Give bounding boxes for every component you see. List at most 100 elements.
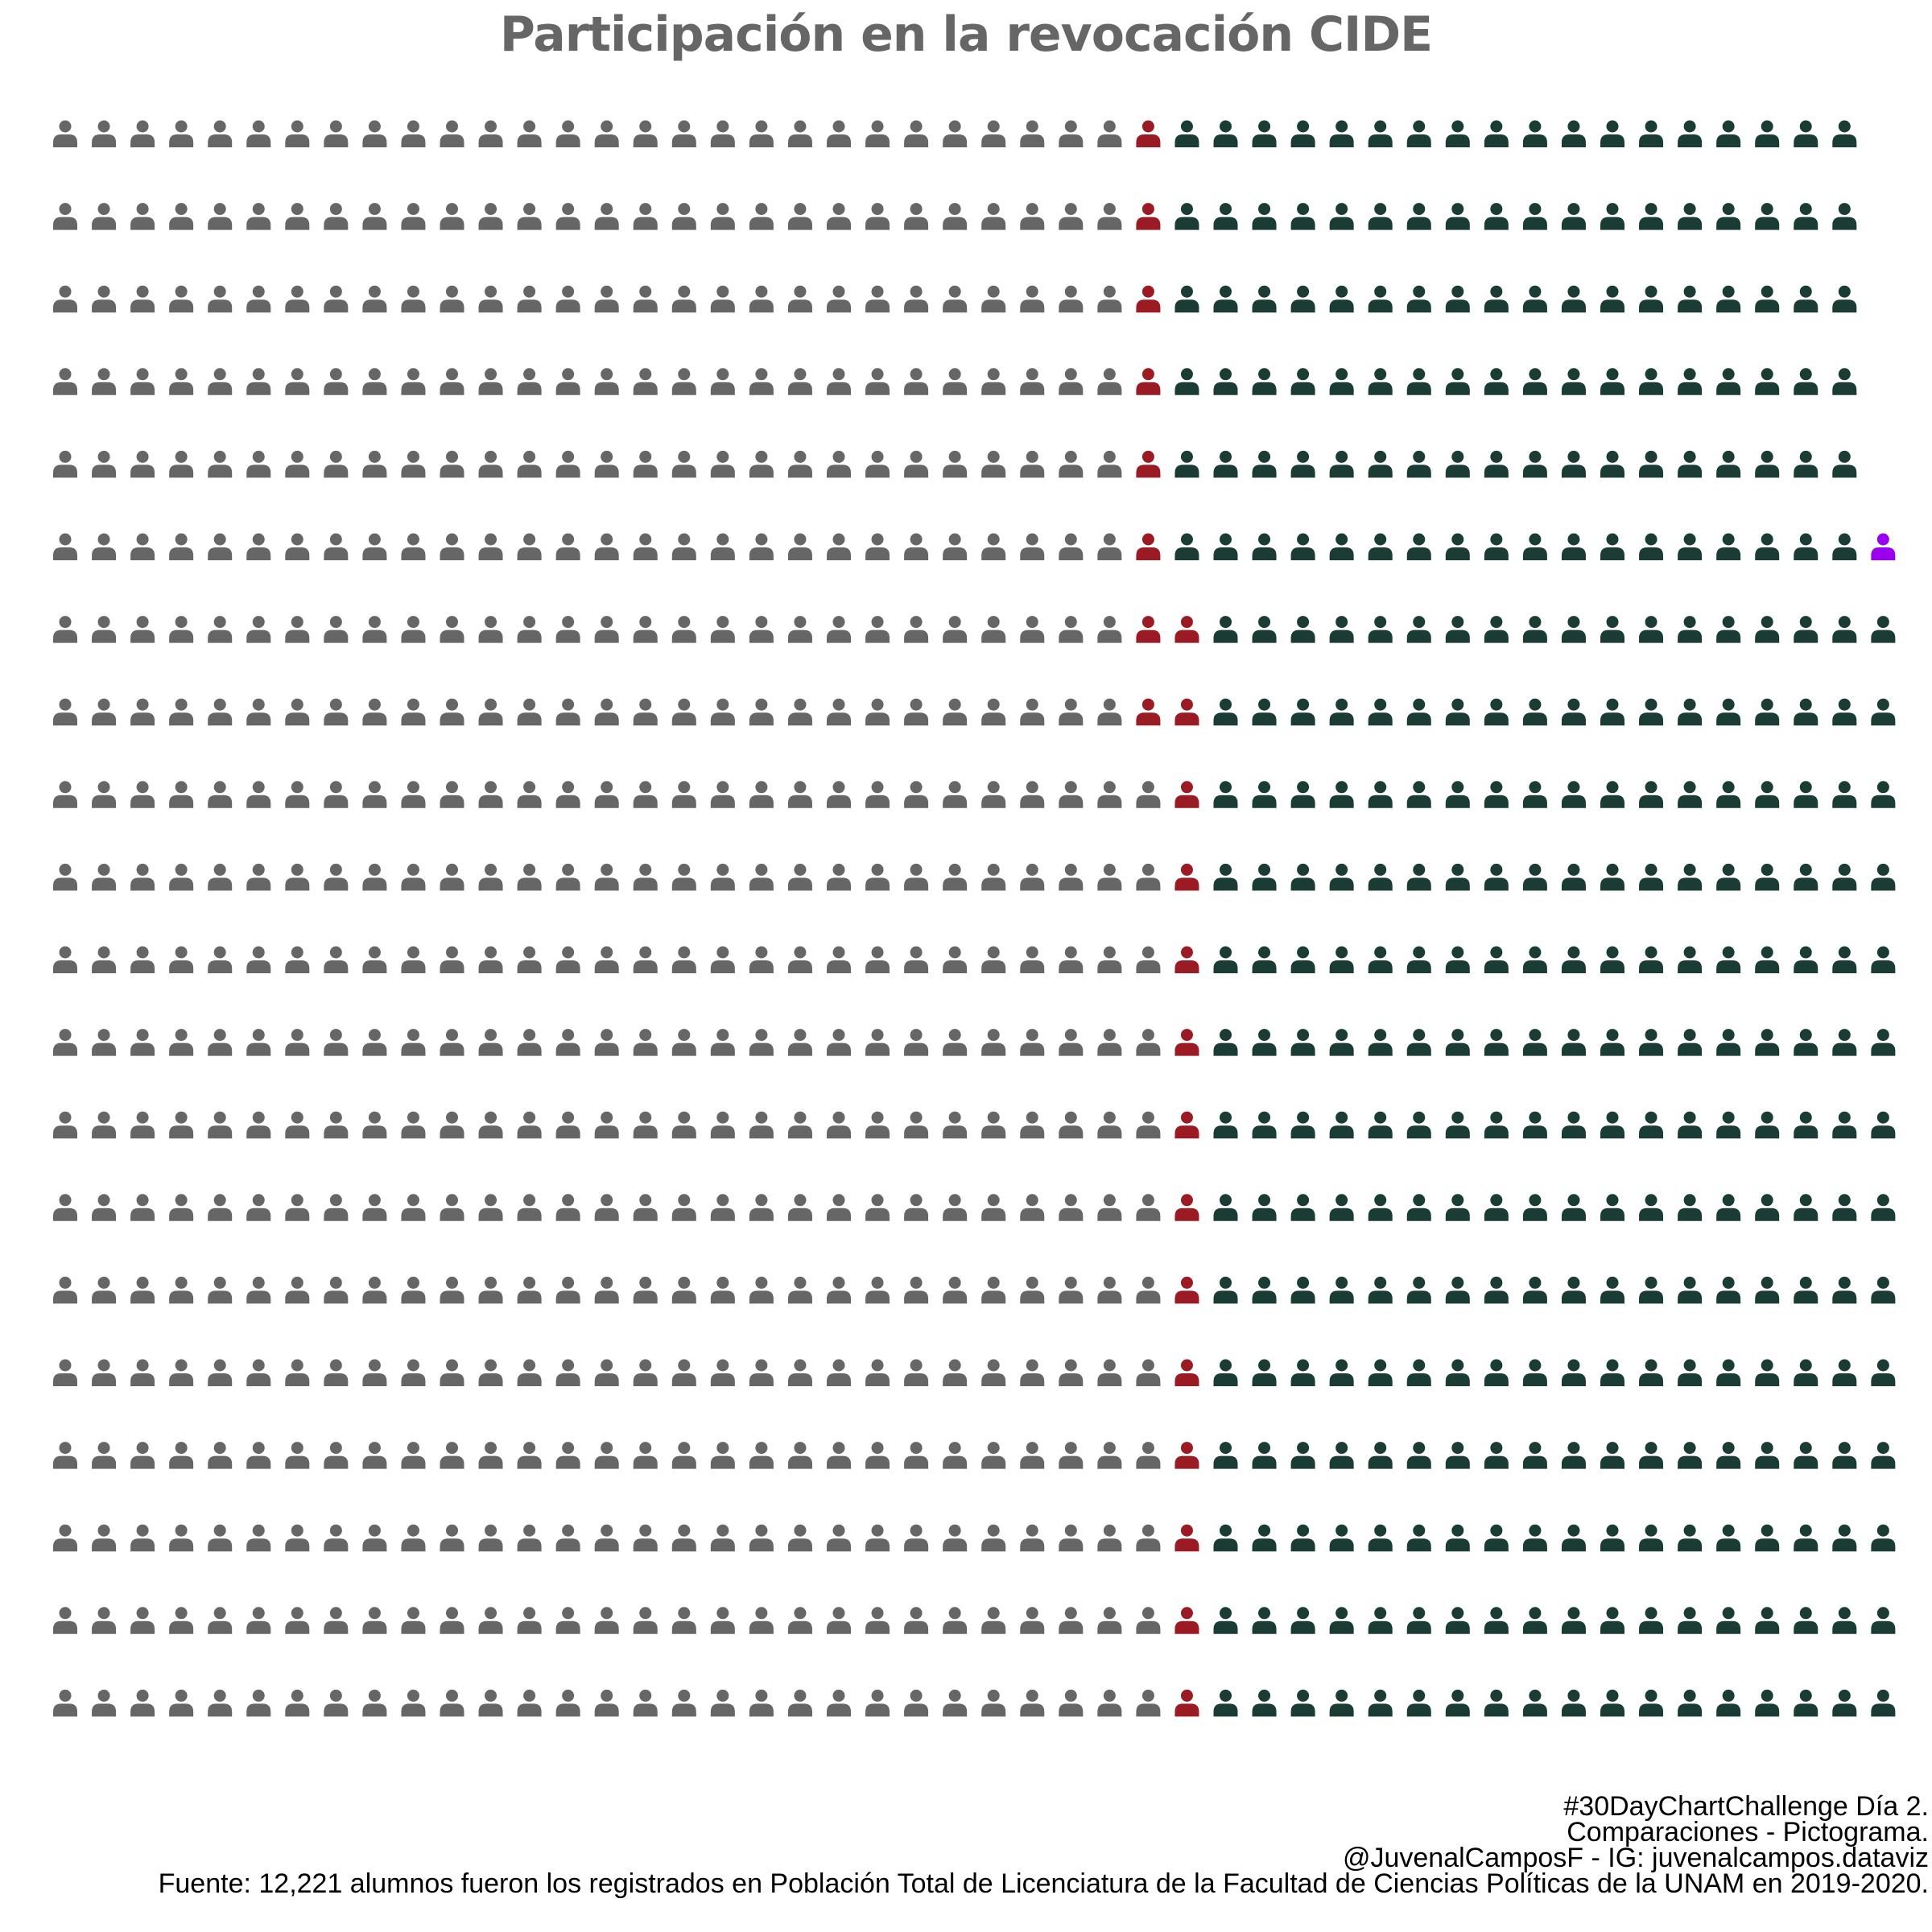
person-icon-no-participa <box>787 1029 812 1056</box>
person-icon-no-revocacion <box>1213 781 1238 808</box>
person-icon-no-revocacion <box>1213 698 1238 726</box>
person-icon-no-participa <box>169 533 194 560</box>
person-icon-no-revocacion <box>1600 863 1624 891</box>
person-icon-no-participa <box>440 1442 464 1469</box>
person-icon-no-participa <box>671 450 696 478</box>
person-icon-no-participa <box>92 1029 117 1056</box>
person-icon-no-participa <box>169 1194 194 1221</box>
person-icon-no-revocacion <box>1832 781 1857 808</box>
person-icon-no-revocacion <box>1755 1442 1780 1469</box>
person-icon-no-participa <box>710 120 735 147</box>
person-icon-no-revocacion <box>1561 1689 1586 1717</box>
person-icon-no-participa <box>981 1442 1006 1469</box>
person-icon-no-revocacion <box>1252 1359 1277 1386</box>
person-icon-no-participa <box>130 1689 155 1717</box>
person-icon-no-revocacion <box>1561 285 1586 313</box>
person-icon-no-participa <box>53 533 77 560</box>
person-icon-no-revocacion <box>1561 1359 1586 1386</box>
person-icon-no-participa <box>710 1442 735 1469</box>
person-icon-no-participa <box>478 863 503 891</box>
person-icon-no-participa <box>555 450 580 478</box>
person-icon-no-participa <box>787 203 812 230</box>
person-icon-no-revocacion <box>1755 1276 1780 1304</box>
person-icon-no-revocacion <box>1832 616 1857 643</box>
person-icon-no-revocacion <box>1755 946 1780 973</box>
person-icon-no-revocacion <box>1561 1111 1586 1139</box>
person-icon-no-participa <box>710 1111 735 1139</box>
person-icon-no-participa <box>53 450 77 478</box>
person-icon-no-revocacion <box>1755 120 1780 147</box>
person-icon-no-participa <box>130 1276 155 1304</box>
person-icon-si-revocacion <box>1136 368 1161 395</box>
person-icon-no-participa <box>1020 1689 1045 1717</box>
person-icon-no-revocacion <box>1252 1111 1277 1139</box>
person-icon-no-revocacion <box>1639 203 1664 230</box>
person-icon-no-participa <box>246 1689 271 1717</box>
person-icon-no-revocacion <box>1755 1607 1780 1634</box>
person-icon-no-participa <box>981 1359 1006 1386</box>
person-icon-no-participa <box>787 1524 812 1552</box>
person-icon-no-revocacion <box>1600 946 1624 973</box>
person-icon-no-participa <box>478 698 503 726</box>
person-icon-no-revocacion <box>1445 1524 1470 1552</box>
person-icon-no-participa <box>1136 1524 1161 1552</box>
person-icon-no-revocacion <box>1871 1029 1896 1056</box>
person-icon-no-revocacion <box>1368 1442 1393 1469</box>
person-icon-no-revocacion <box>1639 1689 1664 1717</box>
person-icon-no-revocacion <box>1290 368 1315 395</box>
person-icon-no-participa <box>943 781 968 808</box>
person-icon-no-revocacion <box>1561 1276 1586 1304</box>
person-icon-no-participa <box>594 1359 619 1386</box>
person-icon-no-revocacion <box>1561 203 1586 230</box>
person-icon-no-participa <box>246 698 271 726</box>
person-icon-no-participa <box>555 1276 580 1304</box>
person-icon-no-participa <box>594 285 619 313</box>
person-icon-no-revocacion <box>1522 285 1547 313</box>
person-icon-no-participa <box>710 1607 735 1634</box>
person-icon-no-participa <box>749 1607 774 1634</box>
person-icon-no-participa <box>633 616 658 643</box>
person-icon-no-participa <box>865 781 890 808</box>
person-icon-no-participa <box>710 1524 735 1552</box>
person-icon-no-participa <box>208 450 233 478</box>
person-icon-no-participa <box>904 1111 929 1139</box>
person-icon-no-revocacion <box>1716 698 1741 726</box>
person-icon-no-participa <box>1059 1194 1084 1221</box>
person-icon-no-participa <box>478 1359 503 1386</box>
person-icon-no-participa <box>53 1524 77 1552</box>
person-icon-no-participa <box>594 863 619 891</box>
person-icon-no-participa <box>594 781 619 808</box>
person-icon-no-revocacion <box>1368 203 1393 230</box>
person-icon-no-participa <box>787 616 812 643</box>
person-icon-no-participa <box>943 1029 968 1056</box>
person-icon-no-revocacion <box>1561 698 1586 726</box>
person-icon-no-participa <box>92 946 117 973</box>
person-icon-no-revocacion <box>1639 1029 1664 1056</box>
person-icon-no-revocacion <box>1561 368 1586 395</box>
person-icon-no-participa <box>787 1194 812 1221</box>
person-icon-no-revocacion <box>1716 1607 1741 1634</box>
person-icon-no-revocacion <box>1484 1442 1509 1469</box>
person-icon-no-revocacion <box>1484 1607 1509 1634</box>
person-icon-no-revocacion <box>1290 781 1315 808</box>
person-icon-no-participa <box>401 285 426 313</box>
person-icon-no-participa <box>1059 203 1084 230</box>
person-icon-no-participa <box>53 1029 77 1056</box>
person-icon-no-participa <box>943 1359 968 1386</box>
person-icon-no-participa <box>827 616 851 643</box>
person-icon-no-participa <box>517 1029 542 1056</box>
person-icon-no-revocacion <box>1600 781 1624 808</box>
person-icon-no-revocacion <box>1716 285 1741 313</box>
person-icon-no-participa <box>594 616 619 643</box>
person-icon-no-participa <box>671 1111 696 1139</box>
person-icon-no-revocacion <box>1561 616 1586 643</box>
person-icon-no-revocacion <box>1639 1442 1664 1469</box>
person-icon-si-revocacion <box>1174 1607 1199 1634</box>
caption-line-hashtag: #30DayChartChallenge Día 2. <box>1563 1791 1929 1822</box>
person-icon-no-participa <box>904 285 929 313</box>
person-icon-no-participa <box>169 1524 194 1552</box>
person-icon-no-participa <box>1059 285 1084 313</box>
person-icon-no-participa <box>865 863 890 891</box>
person-icon-no-revocacion <box>1871 863 1896 891</box>
person-icon-no-revocacion <box>1213 203 1238 230</box>
